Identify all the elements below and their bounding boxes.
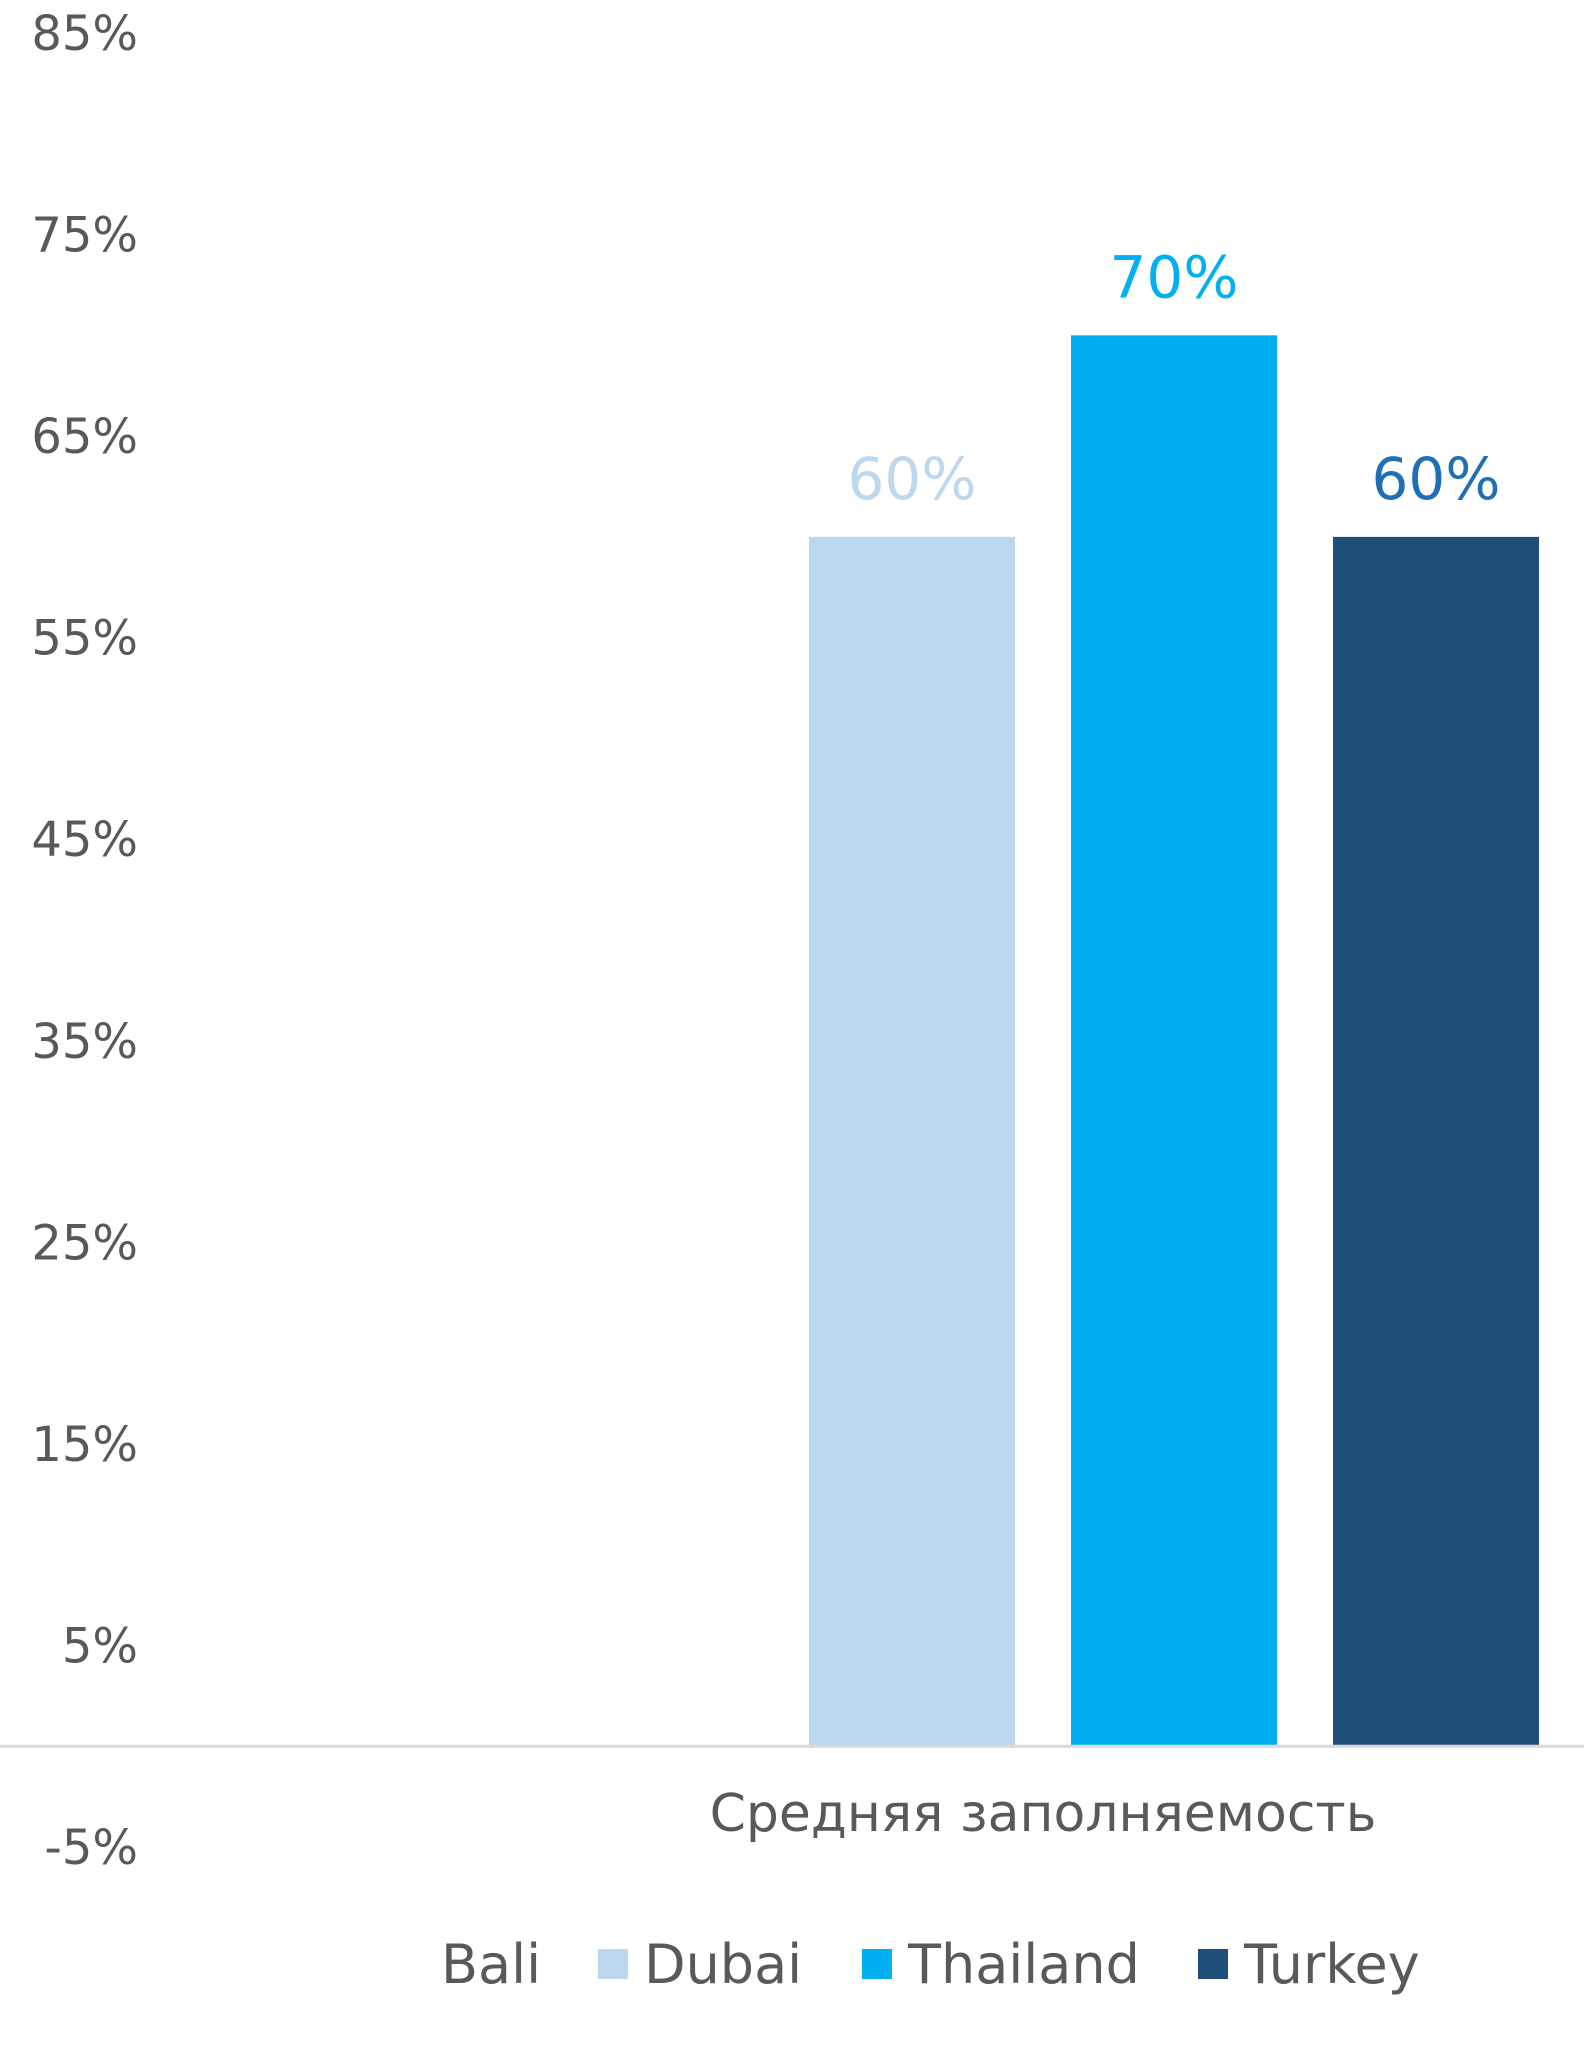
legend-marker-thailand (862, 1949, 892, 1979)
legend-label-dubai: Dubai (644, 1933, 802, 1996)
data-label-thailand: 70% (1110, 243, 1239, 311)
y-tick-label: 25% (31, 1215, 138, 1271)
y-tick-label: 85% (31, 6, 138, 62)
y-tick-label: 45% (31, 812, 138, 868)
bars (809, 335, 1539, 1747)
y-tick-label: 65% (31, 409, 138, 465)
bar-turkey (1333, 536, 1539, 1747)
y-axis-ticks: 85% 75% 65% 55% 45% 35% 25% 15% 5% -5% (31, 6, 138, 1876)
data-labels: 60% 70% 60% (848, 243, 1501, 513)
y-tick-label: -5% (45, 1820, 138, 1876)
y-tick-label: 75% (31, 208, 138, 264)
y-tick-label: 55% (31, 611, 138, 667)
legend-marker-turkey (1198, 1949, 1228, 1979)
legend-label-thailand: Thailand (907, 1933, 1140, 1996)
legend-marker-dubai (598, 1949, 628, 1979)
legend: Bali Dubai Thailand Turkey (441, 1933, 1420, 1996)
y-tick-label: 35% (31, 1014, 138, 1070)
y-tick-label: 5% (62, 1618, 138, 1674)
y-tick-label: 15% (31, 1417, 138, 1473)
bar-thailand (1071, 335, 1277, 1747)
data-label-dubai: 60% (848, 445, 977, 513)
bar-dubai (809, 536, 1015, 1747)
legend-label-bali: Bali (441, 1933, 541, 1996)
data-label-turkey: 60% (1372, 445, 1501, 513)
category-label: Средняя заполняемость (710, 1784, 1377, 1844)
legend-label-turkey: Turkey (1243, 1933, 1420, 1996)
